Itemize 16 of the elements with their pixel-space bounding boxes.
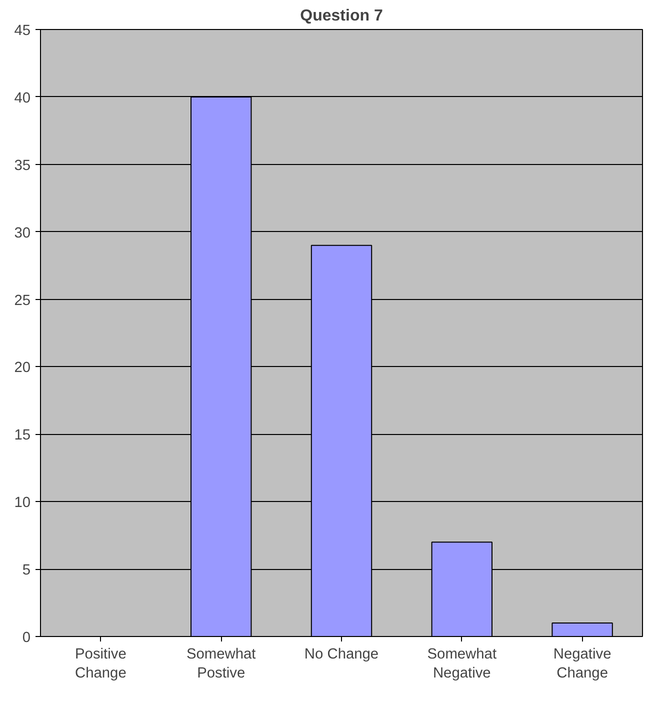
chart-title: Question 7 (300, 8, 383, 24)
y-tick-label: 25 (14, 292, 31, 309)
y-tick-label: 20 (14, 360, 31, 376)
x-tick-label: Positive Change (75, 646, 126, 682)
y-tick-label: 45 (14, 23, 31, 39)
y-tick-label: 40 (14, 90, 31, 106)
x-tick-label: Negative Change (553, 646, 612, 682)
y-tick-label: 5 (22, 562, 31, 579)
y-tick-label: 10 (14, 495, 31, 512)
x-tick-label: Somewhat Postive (186, 646, 256, 682)
y-tick-label: 0 (22, 630, 31, 646)
y-tick-label: 30 (14, 225, 31, 242)
x-tick-label: No Change (304, 646, 379, 662)
y-tick-label: 35 (14, 158, 31, 174)
x-tick-label: Somewhat Negative (427, 646, 497, 682)
y-tick-label: 15 (14, 428, 31, 444)
